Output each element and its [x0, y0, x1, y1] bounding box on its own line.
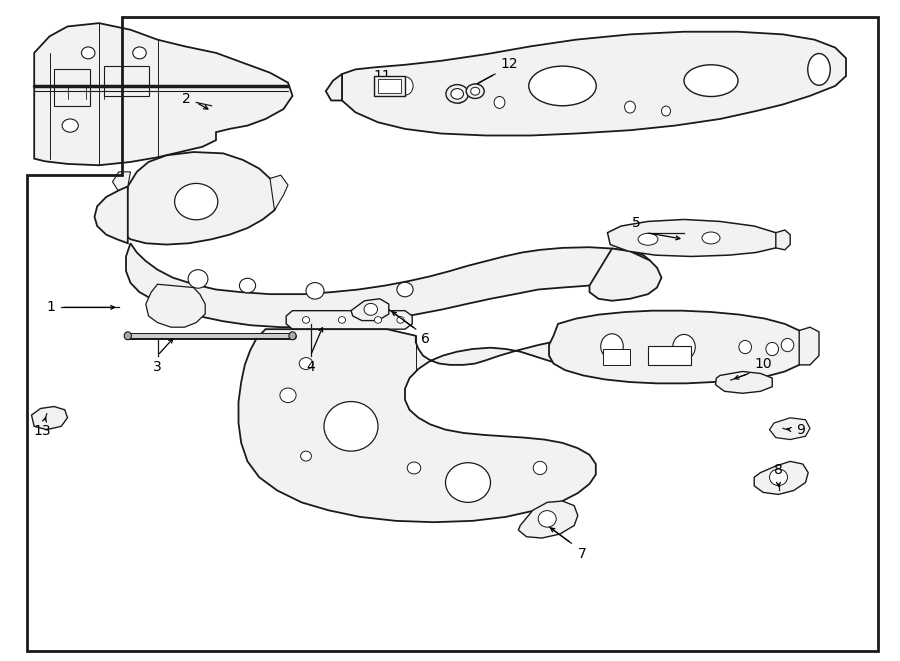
Ellipse shape — [301, 451, 311, 461]
Ellipse shape — [451, 89, 464, 99]
Ellipse shape — [766, 342, 778, 356]
Polygon shape — [776, 230, 790, 250]
Polygon shape — [342, 32, 846, 136]
Polygon shape — [238, 329, 706, 522]
Ellipse shape — [407, 462, 421, 474]
Ellipse shape — [538, 510, 556, 527]
Ellipse shape — [397, 77, 413, 95]
Ellipse shape — [494, 97, 505, 108]
Text: 9: 9 — [796, 422, 806, 437]
Polygon shape — [119, 152, 279, 245]
Bar — [374, 76, 405, 96]
Polygon shape — [32, 407, 68, 430]
Ellipse shape — [452, 89, 466, 103]
Ellipse shape — [239, 278, 256, 293]
Text: 13: 13 — [33, 424, 51, 438]
Ellipse shape — [471, 87, 480, 95]
Ellipse shape — [188, 270, 208, 288]
Ellipse shape — [81, 47, 95, 59]
Ellipse shape — [702, 232, 720, 244]
Polygon shape — [326, 74, 342, 100]
Ellipse shape — [529, 66, 596, 106]
Ellipse shape — [124, 332, 131, 340]
Ellipse shape — [324, 401, 378, 451]
Ellipse shape — [446, 463, 491, 502]
Ellipse shape — [364, 303, 377, 315]
Polygon shape — [146, 284, 205, 327]
Polygon shape — [112, 172, 130, 192]
Polygon shape — [590, 249, 662, 301]
Ellipse shape — [808, 54, 830, 85]
Ellipse shape — [533, 461, 547, 475]
Text: 2: 2 — [182, 92, 191, 106]
Ellipse shape — [374, 317, 382, 323]
Text: 3: 3 — [153, 360, 162, 374]
Ellipse shape — [770, 469, 788, 485]
Ellipse shape — [781, 338, 794, 352]
Ellipse shape — [280, 388, 296, 403]
Polygon shape — [754, 461, 808, 494]
Ellipse shape — [338, 317, 346, 323]
Text: 8: 8 — [774, 463, 783, 477]
Polygon shape — [126, 243, 650, 327]
Ellipse shape — [62, 119, 78, 132]
Polygon shape — [799, 327, 819, 365]
Ellipse shape — [684, 65, 738, 97]
Polygon shape — [770, 418, 810, 440]
Text: 11: 11 — [374, 69, 392, 83]
Ellipse shape — [673, 334, 695, 360]
Text: 6: 6 — [421, 332, 430, 346]
Polygon shape — [716, 371, 772, 393]
Ellipse shape — [397, 317, 404, 323]
Polygon shape — [286, 311, 412, 329]
Bar — [648, 346, 691, 365]
Text: 1: 1 — [47, 300, 56, 315]
Polygon shape — [94, 186, 128, 243]
Text: 12: 12 — [500, 58, 518, 71]
Text: 4: 4 — [306, 360, 315, 374]
Ellipse shape — [133, 47, 146, 59]
Text: 5: 5 — [632, 216, 641, 230]
Polygon shape — [518, 501, 578, 538]
Ellipse shape — [299, 358, 313, 369]
Ellipse shape — [289, 332, 296, 340]
Ellipse shape — [175, 183, 218, 219]
Polygon shape — [34, 23, 292, 165]
Ellipse shape — [638, 233, 658, 245]
Ellipse shape — [306, 283, 324, 299]
Ellipse shape — [739, 340, 752, 354]
Ellipse shape — [466, 84, 484, 98]
Ellipse shape — [601, 334, 623, 359]
Polygon shape — [270, 175, 288, 210]
Ellipse shape — [302, 317, 310, 323]
Polygon shape — [608, 219, 781, 256]
Ellipse shape — [625, 101, 635, 113]
Text: 7: 7 — [578, 547, 587, 561]
Ellipse shape — [662, 106, 670, 116]
Ellipse shape — [446, 85, 468, 103]
Polygon shape — [351, 299, 389, 321]
Bar — [603, 349, 630, 365]
Bar — [378, 79, 400, 93]
Text: 10: 10 — [754, 358, 772, 371]
Polygon shape — [549, 311, 806, 383]
Ellipse shape — [397, 282, 413, 297]
